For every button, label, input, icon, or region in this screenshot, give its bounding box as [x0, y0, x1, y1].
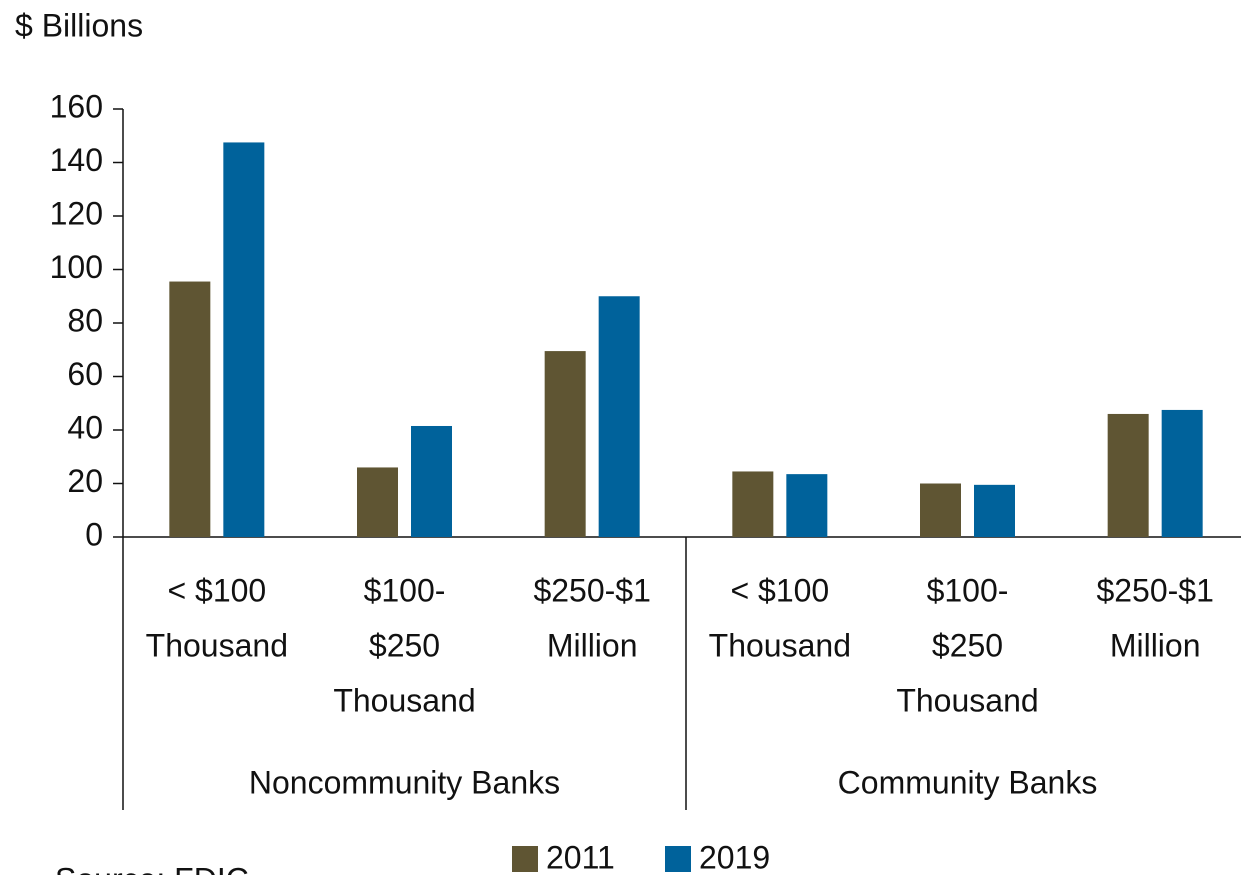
x-tick-label: Thousand: [896, 682, 1038, 718]
x-tick-label: < $100: [167, 572, 266, 608]
bar: [920, 483, 961, 537]
x-tick-label: Thousand: [146, 627, 288, 663]
x-tick-label: Thousand: [333, 682, 475, 718]
x-tick-label: $250-$1: [533, 572, 650, 608]
y-tick-label: 60: [67, 356, 103, 392]
bar: [169, 281, 211, 537]
legend-label: 2011: [546, 839, 615, 875]
x-tick-label: < $100: [730, 572, 829, 608]
bar: [732, 471, 774, 537]
bar: [1107, 413, 1149, 537]
x-tick-label: $250: [932, 627, 1003, 663]
x-tick-label: $100-: [364, 572, 446, 608]
bar: [786, 474, 828, 537]
x-tick-label: Million: [547, 627, 638, 663]
group-label: Noncommunity Banks: [249, 764, 560, 800]
bar: [544, 351, 586, 537]
group-label: Community Banks: [838, 764, 1098, 800]
legend-swatch: [512, 846, 538, 872]
y-tick-label: 20: [67, 463, 103, 499]
bar: [974, 484, 1015, 537]
legend-swatch: [665, 846, 691, 872]
bar: [223, 142, 265, 537]
bar: [411, 425, 452, 537]
y-tick-label: 100: [50, 249, 103, 285]
x-tick-label: $250-$1: [1096, 572, 1213, 608]
x-tick-label: Million: [1110, 627, 1201, 663]
bar: [1161, 409, 1203, 537]
y-axis-label: $ Billions: [15, 7, 143, 43]
source: Source: FDIC: [55, 861, 249, 875]
y-tick-label: 160: [50, 88, 103, 124]
bar: [357, 467, 398, 537]
x-tick-label: $250: [369, 627, 440, 663]
legend-label: 2019: [699, 839, 770, 875]
y-tick-label: 120: [50, 195, 103, 231]
y-tick-label: 140: [50, 142, 103, 178]
x-tick-label: Thousand: [709, 627, 851, 663]
y-tick-label: 40: [67, 409, 103, 445]
bar: [598, 296, 640, 537]
y-tick-label: 80: [67, 302, 103, 338]
y-tick-label: 0: [85, 516, 103, 552]
x-tick-label: $100-: [927, 572, 1009, 608]
